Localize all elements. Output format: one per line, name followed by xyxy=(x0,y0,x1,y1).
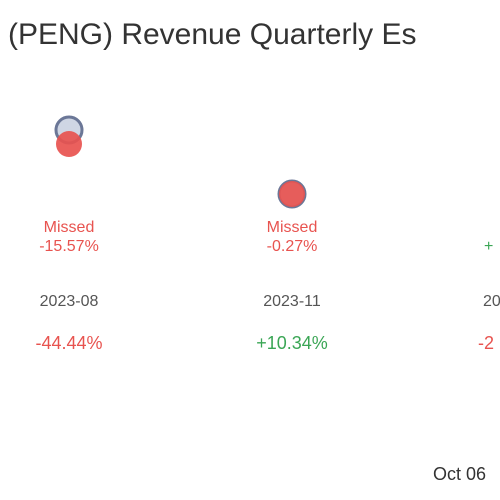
date-label: Oct 06 xyxy=(433,464,486,484)
change-label-2: +10.34% xyxy=(256,333,328,353)
period-label-2: 2023-11 xyxy=(263,293,321,310)
surprise-label-1: -15.57% xyxy=(39,238,99,255)
status-label-2: Missed xyxy=(267,219,318,236)
period-label-1: 2023-08 xyxy=(40,293,99,310)
actual-marker-2 xyxy=(279,181,305,207)
change-label-3: -2 xyxy=(478,333,494,353)
chart-marks xyxy=(54,115,307,209)
surprise-label-2: -0.27% xyxy=(267,238,318,255)
status-label-1: Missed xyxy=(44,219,95,236)
surprise-label-3: + xyxy=(484,238,493,255)
chart-title: (PENG) Revenue Quarterly Es xyxy=(8,18,416,51)
change-label-1: -44.44% xyxy=(35,333,102,353)
period-label-3: 20 xyxy=(483,293,500,310)
actual-marker-1 xyxy=(56,131,82,158)
